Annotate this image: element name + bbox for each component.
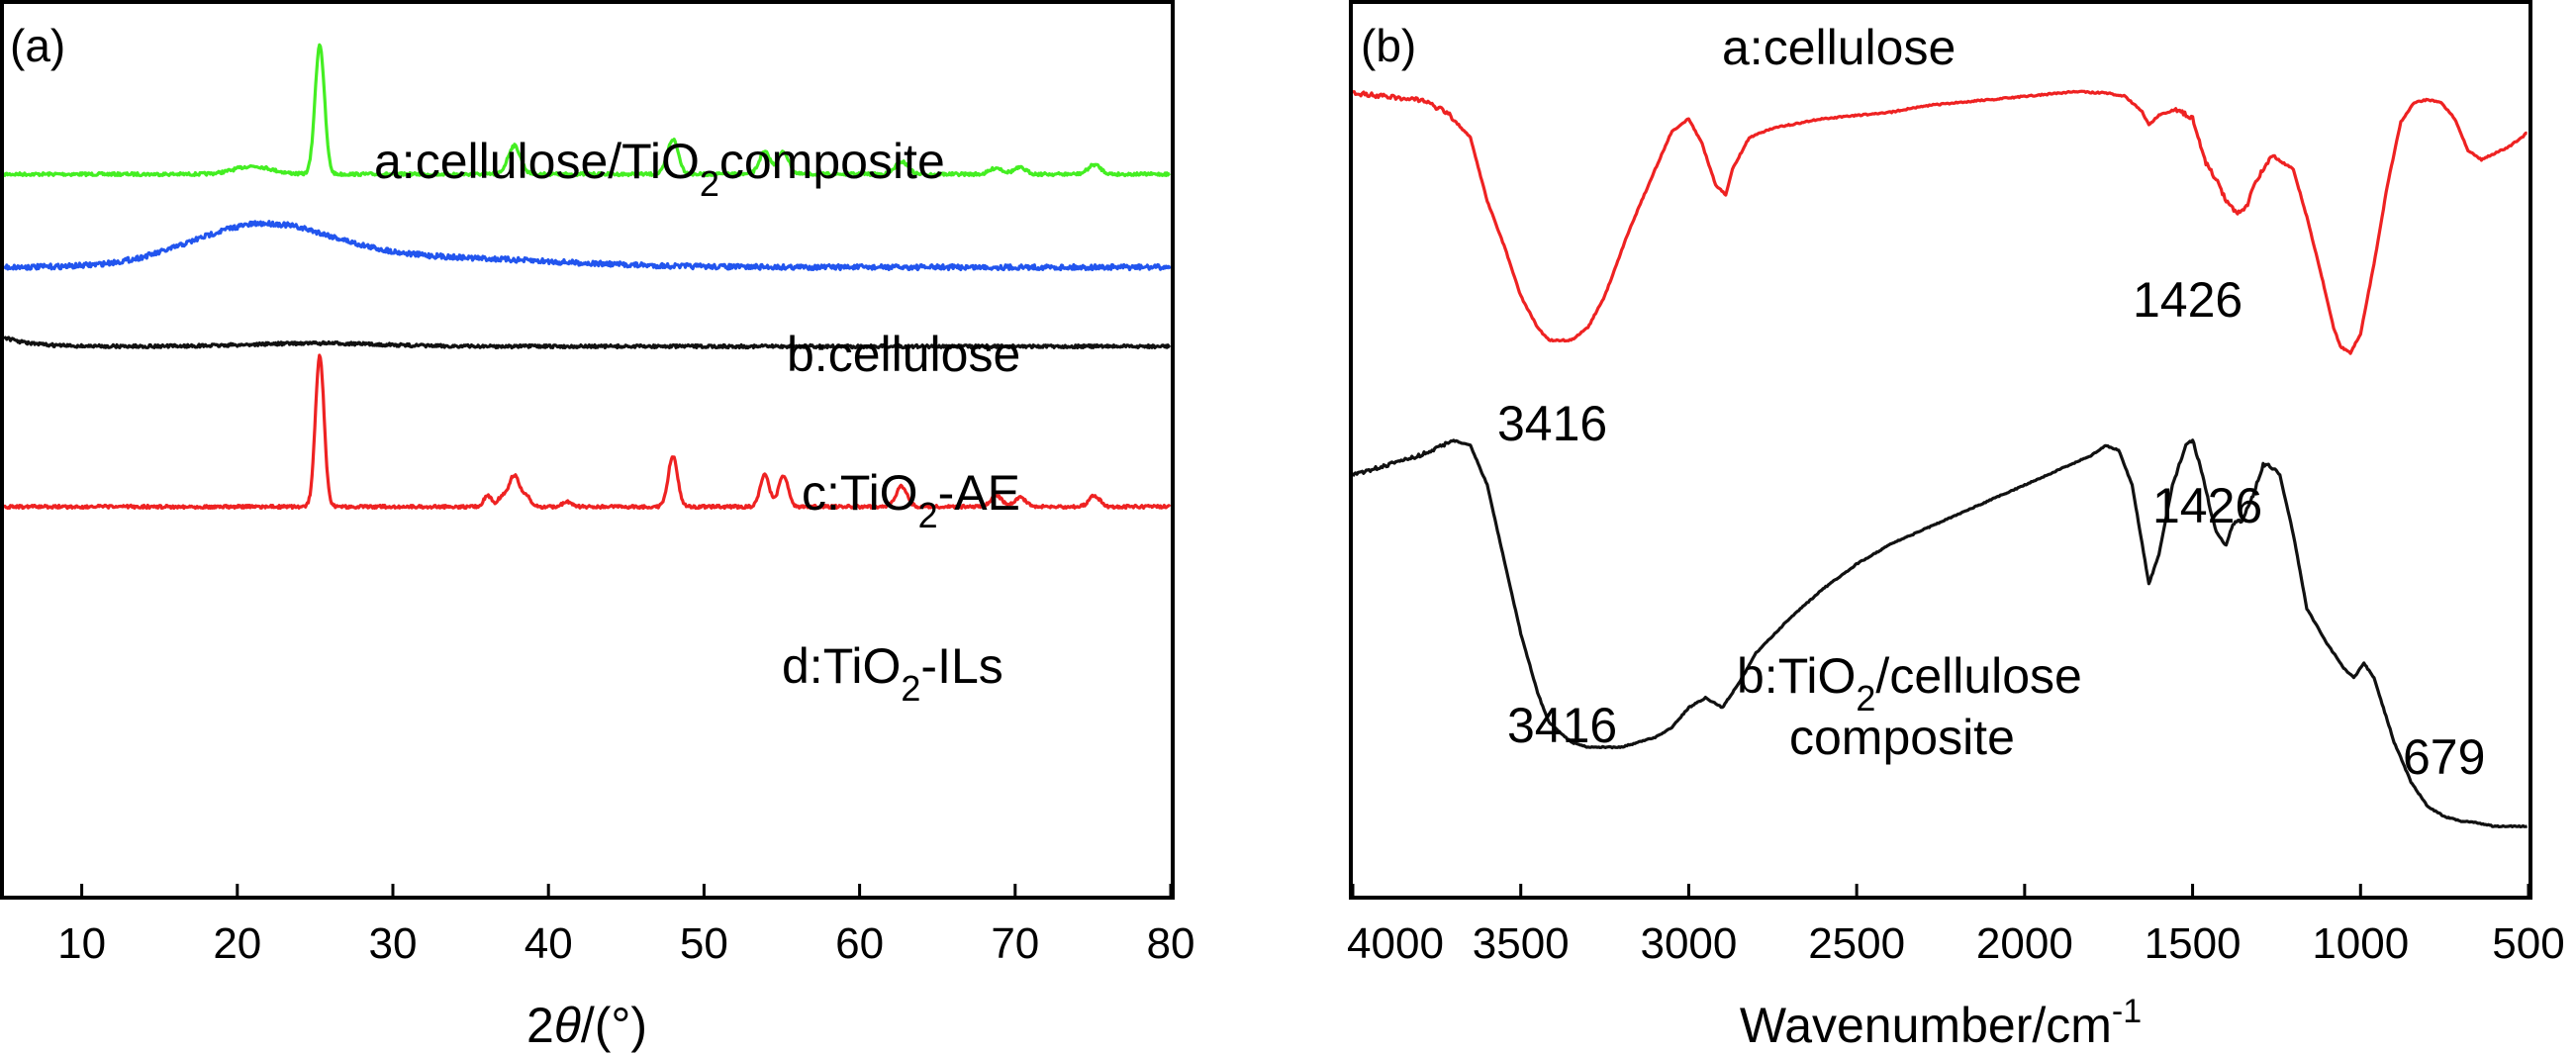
- ftir-tick-label-7: 500: [2492, 919, 2564, 968]
- legend-label-a: a:cellulose/TiO2composite: [374, 134, 945, 204]
- xrd-x-ticks: 10 20 30 40 50 60 70 80: [57, 884, 1194, 968]
- peak-annotation-679: 679: [2403, 729, 2485, 785]
- legend-label-composite: b:TiO2/cellulose: [1737, 648, 2082, 719]
- xrd-traces: [2, 43, 1172, 511]
- ftir-tick-label-2: 3000: [1640, 919, 1737, 968]
- ftir-tick-label-0: 4000: [1347, 919, 1444, 968]
- ftir-traces: [1351, 89, 2528, 829]
- xrd-tick-label-5: 60: [835, 919, 884, 968]
- legend-label-d: d:TiO2-ILs: [782, 638, 1003, 709]
- ftir-tick-label-3: 2500: [1808, 919, 1905, 968]
- xrd-tick-label-1: 20: [213, 919, 261, 968]
- ftir-tick-label-6: 1000: [2312, 919, 2409, 968]
- xrd-tick-label-4: 50: [680, 919, 728, 968]
- xrd-tick-label-0: 10: [57, 919, 106, 968]
- xrd-trace-0: [2, 43, 1171, 178]
- ftir-tick-label-4: 2000: [1976, 919, 2073, 968]
- legend-label-c: c:TiO2-AE: [802, 465, 1020, 535]
- legend-label-composite-line2: composite: [1789, 710, 2015, 765]
- ftir-tick-label-5: 1500: [2145, 919, 2242, 968]
- peak-annotation-1426-a: 1426: [2133, 272, 2242, 328]
- panel-b-label: (b): [1361, 20, 1416, 71]
- xrd-plot-frame: [0, 0, 1175, 900]
- x-axis-label-a: 2θ/(°): [526, 998, 647, 1053]
- legend-label-b: b:cellulose: [787, 327, 1020, 382]
- ftir-plot-frame: [1349, 0, 2532, 900]
- peak-annotation-3416-a: 3416: [1497, 396, 1607, 451]
- panel-a-label: (a): [10, 20, 65, 71]
- peak-annotation-3416-b: 3416: [1507, 698, 1617, 753]
- ftir-x-ticks: 4000 3500 3000 2500 2000 1500 1000 500: [1347, 884, 2565, 968]
- ftir-trace-1: [1351, 438, 2528, 829]
- peak-annotation-1426-b: 1426: [2152, 478, 2262, 533]
- xrd-trace-3: [2, 353, 1172, 511]
- legend-label-cellulose: a:cellulose: [1722, 20, 1956, 75]
- xrd-tick-label-7: 80: [1147, 919, 1195, 968]
- xrd-tick-label-6: 70: [991, 919, 1039, 968]
- xrd-tick-label-2: 30: [369, 919, 418, 968]
- xrd-panel: 10 20 30 40 50 60 70 80 (a) a:cellulose/TiO2com…: [0, 0, 1194, 1053]
- ftir-trace-0: [1352, 89, 2528, 355]
- xrd-trace-2: [2, 336, 1172, 350]
- xrd-tick-label-3: 40: [525, 919, 573, 968]
- ftir-tick-label-1: 3500: [1473, 919, 1570, 968]
- x-axis-label-b: Wavenumber/cm-1: [1740, 993, 2142, 1053]
- ftir-panel: 4000 3500 3000 2500 2000 1500 1000 500 (b) a:ce…: [1347, 0, 2565, 1053]
- xrd-trace-1: [3, 220, 1172, 272]
